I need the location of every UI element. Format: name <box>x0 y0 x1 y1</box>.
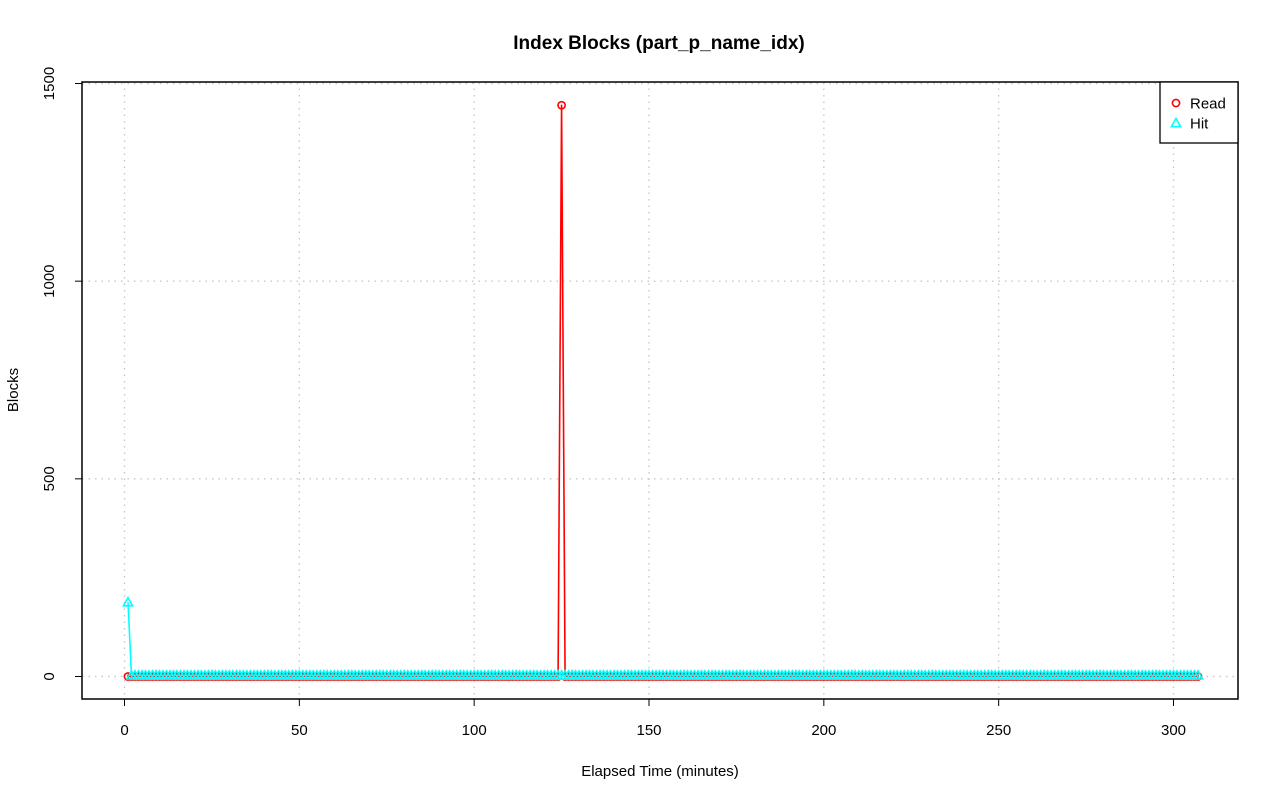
y-axis-title: Blocks <box>5 368 22 412</box>
x-tick-label: 100 <box>462 722 487 739</box>
plot-frame <box>81 81 1239 700</box>
legend-box <box>1159 81 1239 144</box>
data-point <box>1192 669 1204 680</box>
data-point <box>122 595 134 607</box>
plot-area <box>122 100 1204 681</box>
series-line <box>128 104 1198 678</box>
legend-marker <box>1171 98 1181 108</box>
x-tick-label: 50 <box>291 722 308 739</box>
chart-title: Index Blocks (part_p_name_idx) <box>513 33 804 54</box>
y-tick-label: 0 <box>41 672 58 680</box>
legend-marker <box>1170 116 1182 128</box>
y-tick-label: 1000 <box>41 264 58 297</box>
series-read <box>123 100 1203 681</box>
x-tick-label: 250 <box>986 722 1011 739</box>
grid <box>82 82 1238 699</box>
series-hit <box>122 595 1204 680</box>
x-tick-label: 0 <box>120 722 128 739</box>
legend-label: Read <box>1190 96 1226 113</box>
axes: 0 50 100 150 200 250 300 0 500 1000 1500 <box>41 67 1186 739</box>
x-tick-label: 150 <box>636 722 661 739</box>
x-axis-title: Elapsed Time (minutes) <box>581 763 739 780</box>
y-tick-label: 1500 <box>41 67 58 100</box>
data-point <box>557 100 566 110</box>
y-tick-label: 500 <box>41 466 58 491</box>
series-line <box>127 602 1198 677</box>
x-tick-label: 300 <box>1161 722 1186 739</box>
legend: Read Hit <box>1159 81 1239 144</box>
legend-label: Hit <box>1190 116 1209 133</box>
x-tick-label: 200 <box>811 722 836 739</box>
